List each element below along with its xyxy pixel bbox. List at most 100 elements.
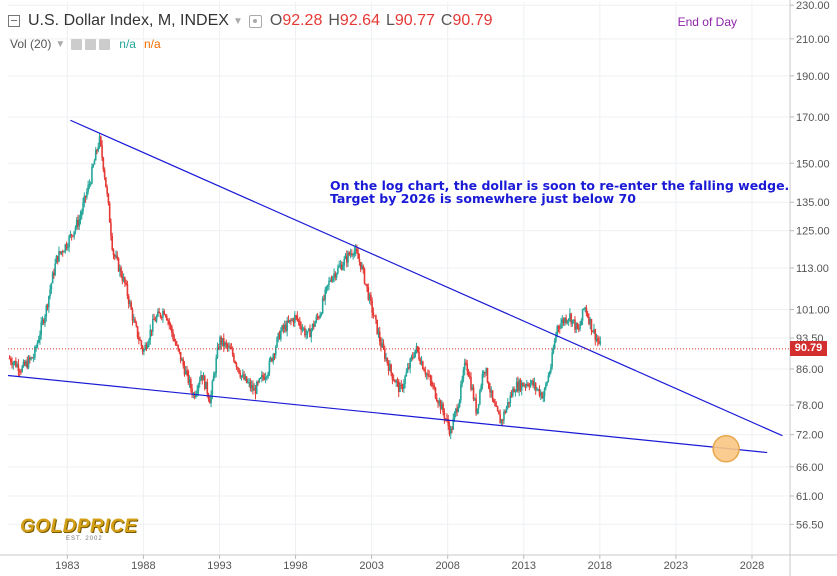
y-tick-label: 78.00 (796, 400, 824, 412)
chart-annotation: On the log chart, the dollar is soon to … (330, 178, 790, 206)
volume-chevron-icon[interactable]: ▼ (55, 38, 66, 50)
volume-label[interactable]: Vol (20) (10, 37, 52, 51)
candle-body (429, 375, 432, 381)
candle-body (191, 388, 193, 395)
candle-body (404, 376, 406, 384)
candle-body (84, 195, 87, 198)
candle-body (37, 339, 40, 343)
candle-body (80, 211, 83, 216)
candle-body (283, 324, 286, 329)
candle-body (26, 361, 29, 368)
x-tick-label: 2008 (435, 560, 459, 572)
candle-body (301, 328, 304, 331)
candle-body (387, 363, 390, 371)
symbol-title[interactable]: U.S. Dollar Index, M, INDEX (28, 12, 229, 29)
candle-body (319, 315, 321, 319)
candle-body (452, 418, 455, 430)
chevron-down-icon[interactable]: ▼ (232, 15, 243, 27)
candle-body (290, 319, 292, 321)
candle-body (225, 342, 228, 345)
volume-visibility-icon[interactable] (71, 38, 83, 50)
candle-body (138, 337, 140, 340)
candle-body (306, 330, 309, 334)
candle-body (110, 222, 112, 236)
candle-body (131, 309, 134, 321)
candle-body (397, 381, 400, 392)
candle-body (403, 383, 405, 390)
candle-body (36, 342, 39, 348)
candle-body (67, 247, 69, 249)
candle-body (101, 145, 103, 158)
candle-body (299, 320, 301, 326)
y-tick-label: 190.00 (796, 71, 830, 83)
candle-body (259, 377, 262, 379)
candle-body (326, 284, 329, 287)
y-tick-label: 170.00 (796, 112, 830, 124)
candle-body (105, 177, 107, 188)
candle-body (240, 375, 243, 378)
candle-body (564, 318, 566, 323)
candle-body (463, 362, 466, 371)
candle-body (442, 403, 444, 413)
candle-body (519, 380, 522, 391)
candle-body (75, 219, 78, 228)
candle-body (571, 319, 574, 324)
candle-body (154, 319, 157, 322)
candle-body (457, 406, 460, 412)
candle-body (20, 371, 22, 373)
candle-body (361, 265, 363, 269)
candle-body (392, 379, 395, 381)
volume-settings-icon[interactable] (85, 38, 97, 50)
trendline (70, 119, 783, 437)
candle-body (257, 382, 259, 384)
candle-body (252, 385, 254, 391)
candle-body (16, 364, 18, 367)
candle-body (498, 410, 500, 415)
visibility-icon[interactable] (248, 14, 262, 28)
candle-body (401, 384, 404, 390)
candle-body (380, 341, 382, 348)
candle-body (337, 267, 339, 274)
y-tick-label: 125.00 (796, 226, 830, 238)
candle-body (178, 348, 181, 353)
candle-body (165, 315, 168, 321)
candle-body (220, 337, 223, 345)
candle-body (449, 428, 452, 435)
candle-body (53, 272, 55, 275)
candle-body (60, 251, 63, 254)
candle-body (150, 329, 153, 332)
candle-body (418, 351, 420, 360)
candle-body (545, 384, 547, 389)
candle-body (448, 425, 451, 435)
candle-body (485, 368, 488, 373)
candle-body (11, 362, 13, 366)
candle-body (311, 324, 314, 330)
candle-body (159, 313, 162, 317)
candle-body (533, 383, 536, 387)
candle-body (171, 326, 173, 333)
candle-body (116, 255, 119, 259)
candle-body (117, 258, 120, 272)
candle-body (594, 329, 597, 341)
candle-body (17, 364, 20, 372)
volume-remove-icon[interactable] (99, 38, 111, 50)
candle-body (32, 357, 35, 359)
candle-body (297, 319, 300, 321)
candle-body (212, 375, 215, 382)
candle-body (411, 356, 414, 358)
candle-body (59, 251, 62, 254)
candle-body (504, 411, 507, 413)
candle-body (132, 319, 135, 321)
candle-body (278, 332, 281, 340)
candle-body (100, 136, 102, 146)
candle-body (286, 320, 288, 331)
candle-body (599, 341, 602, 344)
candle-body (596, 338, 599, 341)
collapse-icon[interactable] (8, 15, 20, 27)
candle-body (310, 329, 313, 338)
y-tick-label: 210.00 (796, 34, 830, 46)
candle-body (49, 289, 51, 297)
candle-body (386, 357, 389, 364)
candle-body (140, 340, 143, 347)
candle-body (328, 280, 330, 285)
